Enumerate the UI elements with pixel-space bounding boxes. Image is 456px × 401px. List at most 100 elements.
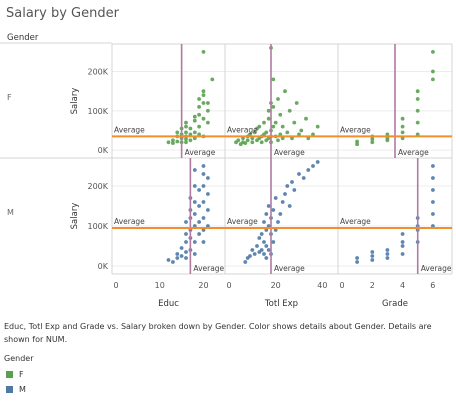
avg-label-totl-exp-m: Average <box>274 264 305 273</box>
x-tick-label-grade-4: 4 <box>400 281 405 290</box>
point-f-grade-7 <box>385 132 390 137</box>
point-f-totl-exp-19 <box>262 120 266 125</box>
point-m-educ-8 <box>184 240 188 244</box>
point-m-totl-exp-30 <box>283 192 287 196</box>
point-m-grade-0 <box>355 260 359 264</box>
row-header-gender: Gender <box>7 33 39 43</box>
avg-label-educ-f: Average <box>185 148 216 157</box>
point-m-educ-3 <box>175 252 180 256</box>
y-tick-label-f-2: 200K <box>87 68 108 77</box>
point-m-educ-24 <box>197 232 202 236</box>
x-tick-label-educ-20: 20 <box>198 281 208 290</box>
point-m-educ-25 <box>197 220 202 224</box>
point-f-educ-0 <box>166 140 171 145</box>
point-f-educ-34 <box>206 120 210 125</box>
point-m-grade-7 <box>385 248 390 252</box>
y-tick-label-m-0: 0K <box>98 262 109 271</box>
point-m-educ-38 <box>206 176 210 180</box>
point-m-totl-exp-10 <box>262 252 266 256</box>
point-f-educ-24 <box>197 124 202 129</box>
avg-salary-label-m-educ: Average <box>114 217 145 226</box>
point-f-educ-15 <box>184 120 188 125</box>
avg-label-educ-m: Average <box>193 264 224 273</box>
point-m-totl-exp-9 <box>259 232 264 236</box>
avg-salary-label-f-educ: Average <box>114 125 145 134</box>
point-m-totl-exp-23 <box>271 240 276 244</box>
point-f-totl-exp-15 <box>257 124 262 129</box>
point-f-educ-20 <box>192 130 197 135</box>
x-tick-label-totl-exp-40: 40 <box>317 281 327 290</box>
point-m-educ-10 <box>184 220 188 224</box>
point-m-grade-18 <box>431 200 435 204</box>
point-f-totl-exp-8 <box>248 132 252 137</box>
point-f-grade-0 <box>355 142 359 147</box>
point-m-educ-28 <box>201 240 206 244</box>
point-m-educ-6 <box>184 256 188 260</box>
point-m-educ-9 <box>184 232 188 236</box>
point-f-totl-exp-31 <box>271 105 276 109</box>
point-f-educ-37 <box>210 77 215 82</box>
point-f-educ-32 <box>201 89 206 94</box>
point-f-educ-17 <box>188 132 193 137</box>
point-m-totl-exp-0 <box>243 260 248 264</box>
point-f-educ-31 <box>201 93 206 97</box>
point-m-grade-9 <box>400 244 405 248</box>
point-f-educ-14 <box>184 124 188 129</box>
point-m-educ-18 <box>192 240 197 244</box>
point-m-grade-2 <box>370 258 375 262</box>
point-f-educ-11 <box>184 137 188 142</box>
point-f-educ-36 <box>206 101 210 105</box>
point-m-grade-5 <box>385 256 390 260</box>
point-m-totl-exp-26 <box>273 196 278 200</box>
point-f-totl-exp-1 <box>236 138 241 143</box>
point-m-grade-10 <box>400 240 405 244</box>
point-m-totl-exp-4 <box>252 252 257 256</box>
legend-swatch-f <box>6 371 13 378</box>
point-f-totl-exp-43 <box>287 108 292 113</box>
avg-label-grade-f: Average <box>398 148 429 157</box>
point-m-totl-exp-13 <box>264 256 269 260</box>
point-f-totl-exp-38 <box>278 112 283 117</box>
point-m-totl-exp-18 <box>266 224 271 228</box>
avg-salary-label-m-totl-exp: Average <box>227 217 258 226</box>
point-m-educ-4 <box>179 254 184 258</box>
point-f-totl-exp-36 <box>276 97 280 101</box>
point-m-totl-exp-11 <box>262 240 266 244</box>
point-m-totl-exp-38 <box>311 164 315 168</box>
point-f-grade-3 <box>370 137 375 142</box>
legend-item-f[interactable]: F <box>4 367 33 382</box>
avg-salary-label-m-grade: Average <box>340 217 371 226</box>
y-axis-label-m: Salary <box>70 203 80 230</box>
point-m-grade-19 <box>431 188 435 192</box>
x-axis-label-grade: Grade <box>382 299 408 309</box>
point-m-grade-17 <box>431 212 435 216</box>
point-m-totl-exp-17 <box>266 248 271 252</box>
x-tick-label-grade-0: 0 <box>339 281 344 290</box>
point-f-grade-13 <box>415 120 420 125</box>
point-m-totl-exp-8 <box>259 248 264 252</box>
point-f-totl-exp-40 <box>280 124 285 129</box>
point-m-educ-33 <box>201 172 206 176</box>
legend-item-m[interactable]: M <box>4 382 33 397</box>
point-f-grade-15 <box>415 97 420 101</box>
point-m-educ-29 <box>201 228 206 232</box>
point-m-educ-37 <box>206 192 210 196</box>
point-f-educ-22 <box>192 114 197 119</box>
point-m-educ-19 <box>192 224 197 228</box>
x-tick-label-grade-6: 6 <box>430 281 435 290</box>
point-f-grade-9 <box>400 130 405 135</box>
point-f-totl-exp-35 <box>276 138 280 143</box>
point-f-educ-35 <box>206 108 210 113</box>
point-m-totl-exp-31 <box>285 184 290 188</box>
avg-label-grade-m: Average <box>421 264 452 273</box>
point-m-educ-20 <box>192 212 197 216</box>
point-f-grade-16 <box>415 89 420 94</box>
point-m-educ-17 <box>192 252 197 256</box>
point-f-totl-exp-37 <box>278 132 283 137</box>
avg-salary-label-f-totl-exp: Average <box>227 125 258 134</box>
point-m-educ-1 <box>171 260 175 264</box>
point-m-educ-0 <box>166 258 171 262</box>
point-m-educ-21 <box>192 200 197 204</box>
point-m-totl-exp-36 <box>301 176 306 180</box>
